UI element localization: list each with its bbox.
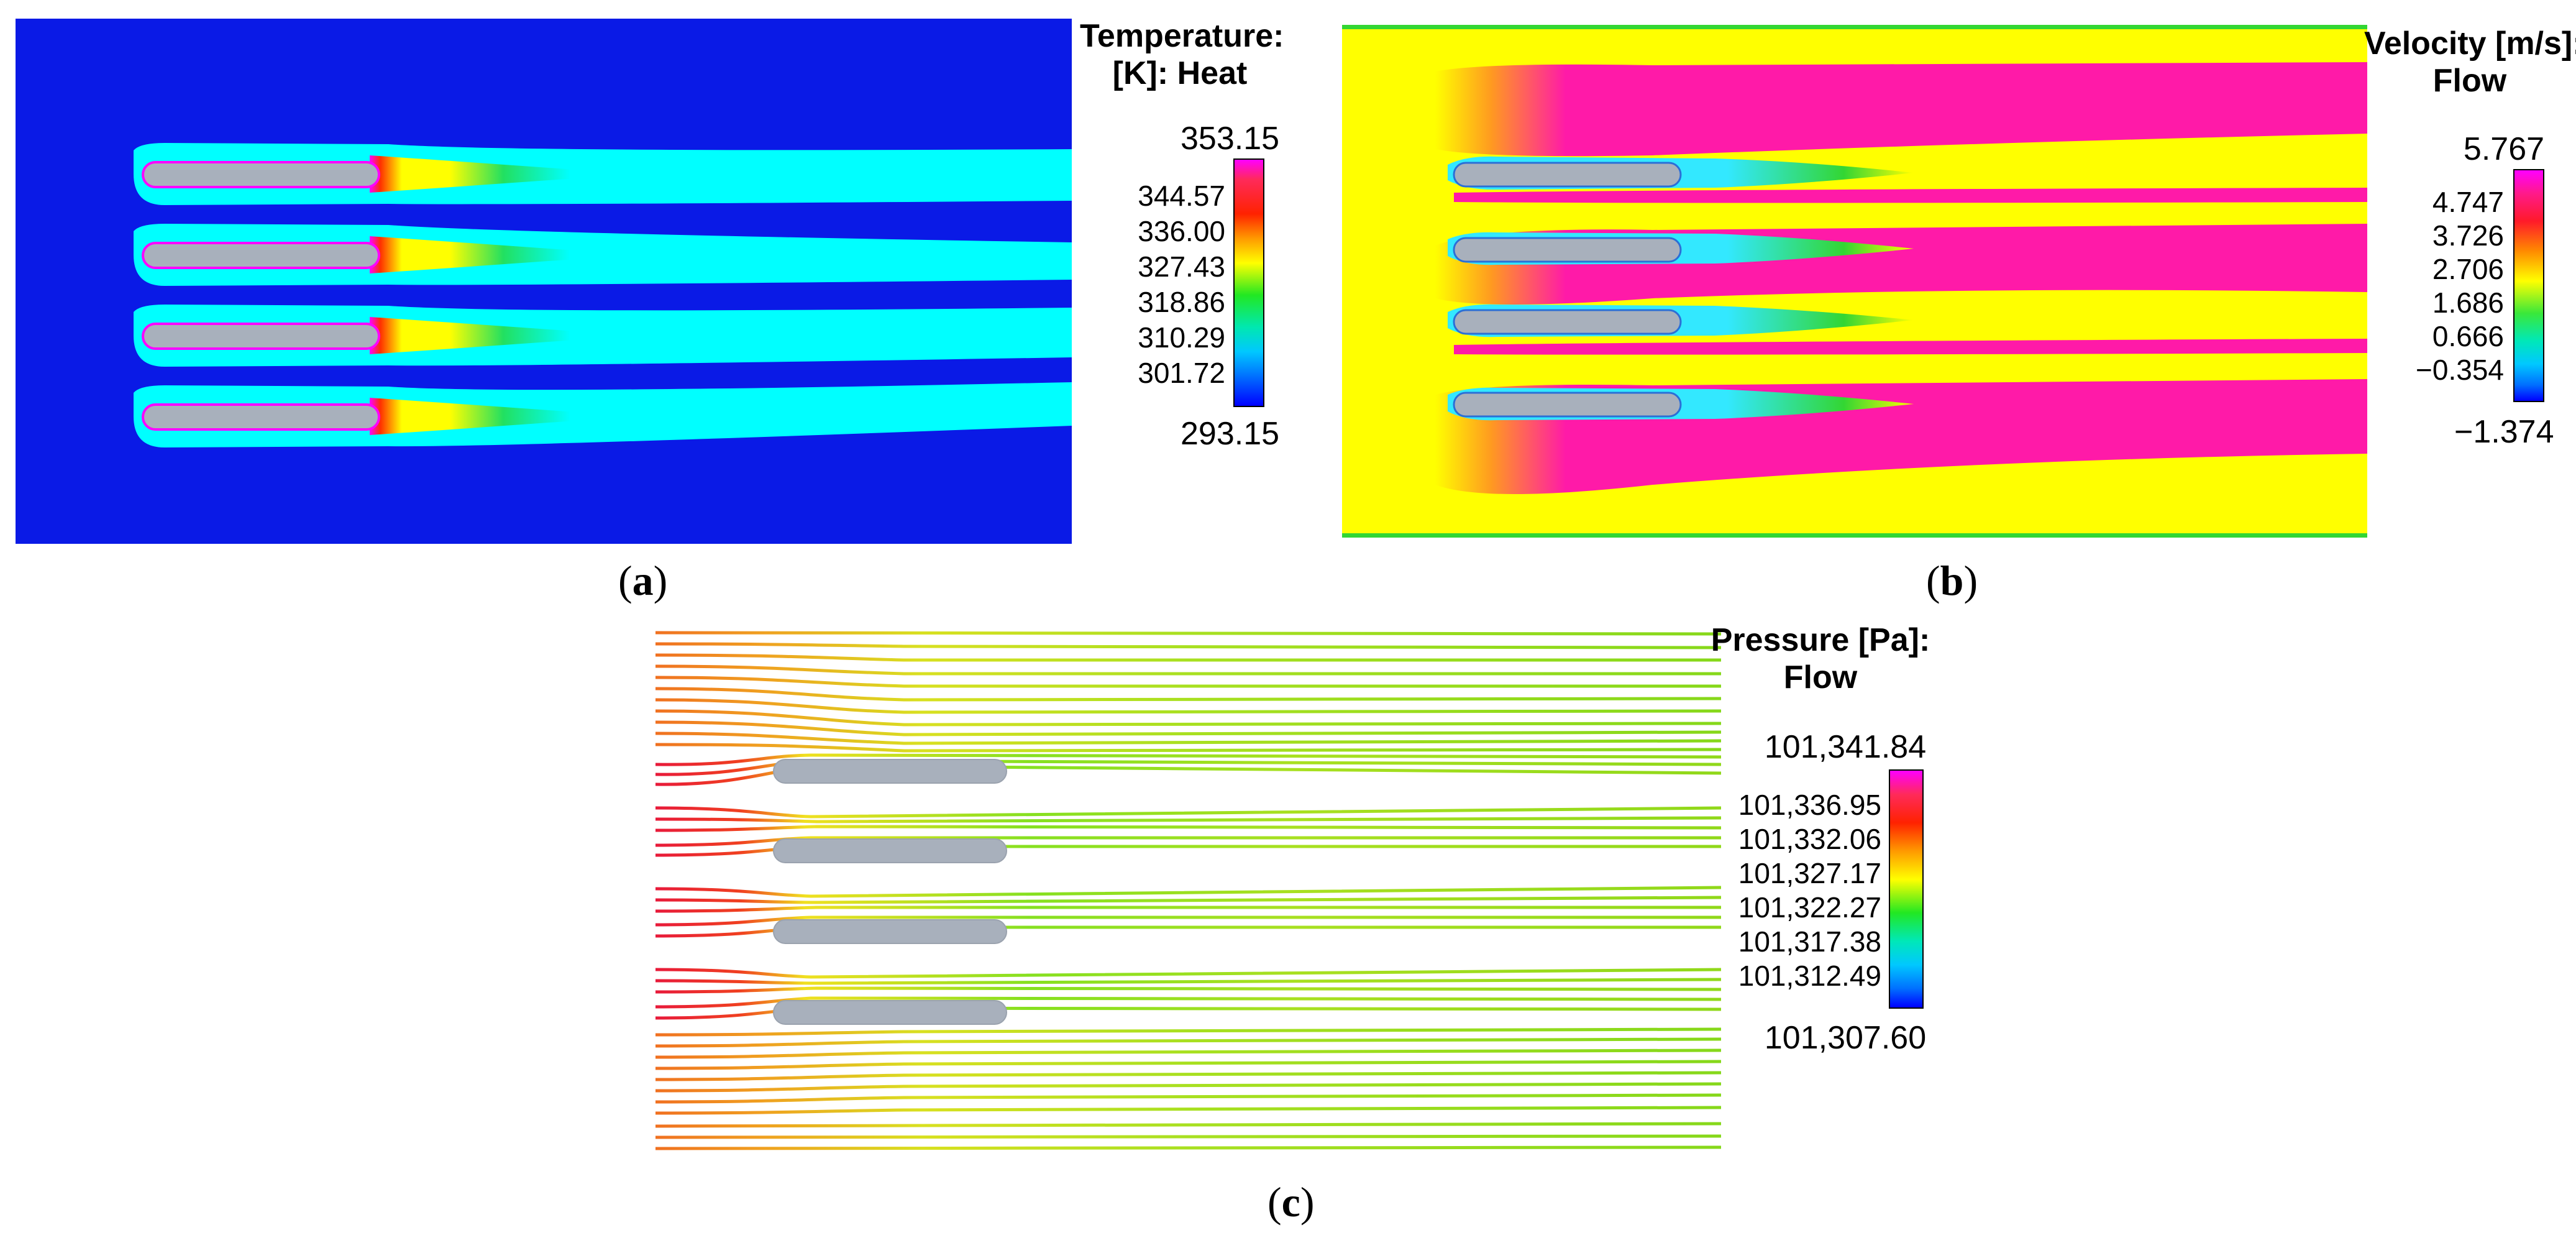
temperature-plate-4: [134, 382, 1072, 447]
velocity-legend-max: 5.767: [2463, 131, 2545, 167]
velocity-plate-2: [1448, 232, 1914, 265]
temperature-colorbar: [1233, 158, 1264, 407]
velocity-high-speed-bands: [1435, 62, 2367, 494]
pressure-tick-5: 101,317.38: [1738, 925, 1881, 958]
pressure-legend-min: 101,307.60: [1764, 1020, 1927, 1056]
pressure-streamlines: [655, 622, 1721, 1162]
pressure-tick-1: 101,336.95: [1738, 789, 1881, 821]
pressure-tick-2: 101,332.06: [1738, 823, 1881, 855]
velocity-plate-1: [1448, 156, 1914, 190]
velocity-plate-4: [1448, 387, 1914, 421]
pressure-tick-3: 101,327.17: [1738, 857, 1881, 889]
pressure-plate-2: [773, 838, 1007, 863]
temperature-plot: [16, 19, 1072, 544]
temperature-tick-1: 344.57: [1138, 180, 1225, 212]
caption-a: (a): [618, 557, 668, 604]
pressure-legend-max: 101,341.84: [1764, 729, 1927, 765]
pressure-plate-1: [773, 759, 1007, 784]
pressure-plate-4: [773, 1000, 1007, 1025]
pressure-tick-6: 101,312.49: [1738, 960, 1881, 992]
streamline-group-top: [655, 631, 1721, 753]
streamline-group-bottom: [655, 1027, 1721, 1150]
pressure-colorbar: [1889, 769, 1924, 1009]
velocity-legend-title: Velocity [m/s]: Flow: [2364, 25, 2576, 99]
temperature-plate-2: [134, 224, 1072, 286]
pressure-tick-4: 101,322.27: [1738, 891, 1881, 924]
velocity-tick-2: 3.726: [2432, 219, 2504, 252]
velocity-tick-5: 0.666: [2432, 320, 2504, 352]
temperature-legend-min: 293.15: [1181, 416, 1280, 452]
velocity-tick-3: 2.706: [2432, 253, 2504, 285]
temperature-plate-1: [134, 143, 1072, 205]
temperature-legend-title: Temperature: [K]: Heat: [1080, 18, 1284, 91]
velocity-tick-6: −0.354: [2416, 354, 2504, 386]
pressure-plot: [655, 622, 1721, 1162]
velocity-plate-3: [1448, 304, 1914, 337]
temperature-tick-5: 310.29: [1138, 321, 1225, 354]
pressure-legend-title: Pressure [Pa]: Flow: [1710, 622, 1930, 695]
velocity-tick-4: 1.686: [2432, 287, 2504, 319]
temperature-contour: [16, 19, 1072, 544]
caption-b: (b): [1926, 557, 1978, 604]
pressure-plates: [773, 759, 1007, 1025]
temperature-tick-6: 301.72: [1138, 357, 1225, 389]
temperature-plate-3: [134, 305, 1072, 367]
temperature-tick-2: 336.00: [1138, 215, 1225, 247]
velocity-plot: [1342, 25, 2367, 538]
temperature-tick-4: 318.86: [1138, 286, 1225, 318]
temperature-tick-3: 327.43: [1138, 250, 1225, 283]
temperature-legend-max: 353.15: [1181, 121, 1280, 157]
caption-c: (c): [1267, 1178, 1315, 1226]
velocity-colorbar: [2513, 169, 2544, 402]
pressure-plate-3: [773, 919, 1007, 944]
velocity-legend-min: −1.374: [2454, 414, 2554, 450]
velocity-tick-1: 4.747: [2432, 186, 2504, 218]
velocity-contour: [1342, 25, 2367, 538]
